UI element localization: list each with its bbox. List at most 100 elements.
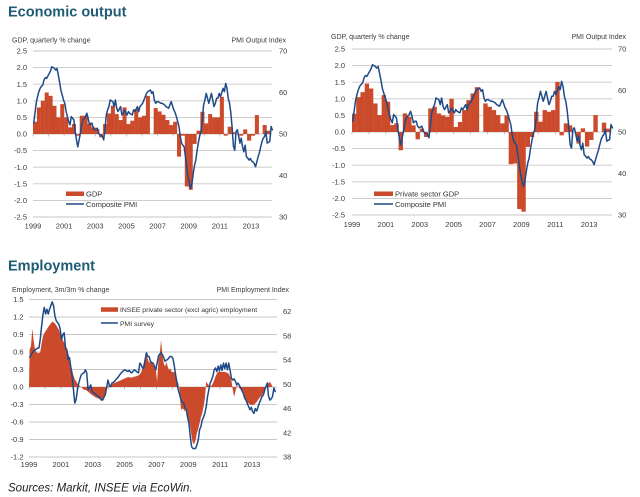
- y-tick-label: -2.5: [14, 213, 27, 222]
- gdp-bar: [231, 132, 236, 134]
- composite-pmi-line: [32, 66, 274, 190]
- gdp-bar: [122, 107, 127, 134]
- x-tick-label: 2005: [445, 220, 462, 229]
- x-tick-label: 2001: [53, 460, 70, 469]
- x-tick-label: 1999: [344, 220, 361, 229]
- y-tick-label: 0.5: [335, 111, 345, 120]
- private-sector-gdp-bar: [521, 132, 526, 212]
- private-sector-gdp-bar: [542, 110, 547, 132]
- legend-swatch-private-sector-gdp: [374, 191, 393, 196]
- x-tick-label: 2007: [149, 222, 166, 231]
- private-sector-gdp-bar: [356, 97, 361, 132]
- y-tick-label: 1.5: [335, 78, 345, 87]
- section-title-economic-output: Economic output: [8, 5, 127, 21]
- section-title-employment: Employment: [8, 259, 95, 275]
- private-sector-gdp-bar: [491, 110, 497, 132]
- gdp-bar: [130, 120, 135, 134]
- y2-tick-label: 30: [279, 213, 287, 222]
- legend-label-pmi-survey: PMI survey: [120, 321, 155, 328]
- y2-tick-label: 40: [279, 171, 287, 180]
- private-sector-gdp-bar: [504, 115, 509, 132]
- y-tick-label: 0.9: [13, 330, 23, 339]
- private-sector-gdp-bar: [407, 116, 412, 132]
- y2-tick-label: 40: [618, 169, 626, 178]
- gdp-bar: [215, 117, 220, 134]
- line-series: [32, 66, 274, 190]
- y-tick-label: -1.5: [332, 177, 345, 186]
- y-tick-label: 2.5: [17, 47, 27, 56]
- gdp-bar: [173, 121, 178, 134]
- chart-private-gdp-composite-pmi: 2.5 2.0 1.5 1.0 0.5 0.0 -0.5 -1.0 -1.5 -2.0 -2.5 70…: [331, 34, 626, 229]
- x-tick-label: 2011: [212, 460, 228, 469]
- x-tick-label: 2009: [180, 222, 197, 231]
- private-sector-gdp-bar: [390, 125, 395, 132]
- gdp-bar: [165, 120, 170, 134]
- private-sector-gdp-bar: [555, 81, 560, 132]
- line-series: [28, 301, 276, 450]
- y-tick-label: 1.5: [17, 80, 27, 89]
- private-sector-gdp-bar: [440, 115, 446, 132]
- private-sector-gdp-bar: [593, 115, 598, 132]
- y-tick-label: 0.3: [13, 365, 23, 374]
- gdp-bar: [95, 129, 100, 134]
- private-sector-gdp-bar: [474, 87, 480, 132]
- gdp-bar: [106, 113, 111, 134]
- gdp-bar: [208, 114, 213, 134]
- private-sector-gdp-bar: [364, 83, 370, 132]
- y-tick-label: -0.5: [14, 146, 27, 155]
- insee-private-sector-excl-agric-employment-area: [29, 321, 274, 444]
- private-sector-gdp-bar: [483, 103, 488, 132]
- y2-tick-label: 70: [618, 45, 626, 54]
- gdp-bar: [180, 134, 185, 136]
- chart-employment-pmi: 1.5 1.2 0.9 0.6 0.3 0.0 -0.3 -0.6 -0.9 -1.2 62 58 54…: [11, 287, 292, 469]
- legend-label-composite-pmi: Composite PMI: [86, 200, 137, 209]
- y-tick-label: 1.0: [335, 94, 345, 103]
- left-axis-title: GDP, quarterly % change: [331, 34, 410, 41]
- y2-tick-label: 50: [618, 128, 626, 137]
- y-tick-label: -1.2: [11, 453, 24, 462]
- legend-label-gdp: GDP: [86, 190, 102, 199]
- gdp-bar: [68, 127, 73, 134]
- y2-tick-label: 60: [279, 88, 287, 97]
- private-sector-gdp-bar: [529, 132, 535, 137]
- x-tick-label: 2007: [148, 460, 165, 469]
- x-tick-label: 2011: [547, 220, 563, 229]
- y-tick-label: 0.5: [17, 113, 27, 122]
- x-tick-label: 2011: [212, 222, 228, 231]
- y2-tick-label: 62: [283, 307, 291, 316]
- gdp-bar: [177, 134, 182, 157]
- x-tick-label: 1999: [25, 222, 42, 231]
- y-tick-label: 1.0: [17, 96, 27, 105]
- gdp-bar: [134, 109, 139, 134]
- y2-tick-label: 30: [618, 211, 626, 220]
- sources-note: Sources: Markit, INSEE via EcoWin.: [8, 483, 193, 495]
- gdp-bar: [227, 126, 232, 134]
- y-tick-label: -1.5: [14, 179, 27, 188]
- left-axis-title: Employment, 3m/3m % change: [12, 287, 109, 294]
- gdp-bar: [184, 134, 189, 187]
- y-tick-label: 1.2: [13, 313, 23, 322]
- axis-labels: 2.5 2.0 1.5 1.0 0.5 0.0 -0.5 -1.0 -1.5 -2.0 -2.5 70…: [332, 45, 626, 229]
- private-sector-gdp-bar: [445, 116, 450, 132]
- x-tick-label: 2009: [513, 220, 530, 229]
- right-axis-title: PMI Employment Index: [217, 287, 290, 294]
- legend-label-composite-pmi: Composite PMI: [395, 200, 446, 209]
- gdp-bar: [56, 117, 61, 134]
- gdp-bar: [33, 121, 38, 134]
- y-tick-label: 2.0: [17, 63, 27, 72]
- private-sector-gdp-bar: [466, 100, 471, 132]
- legend-swatch-insee-employment: [101, 307, 118, 312]
- private-sector-gdp-bar: [559, 132, 564, 136]
- gdp-bar: [196, 130, 201, 134]
- gdp-bar: [254, 115, 259, 134]
- private-sector-gdp-bar: [462, 110, 467, 132]
- right-axis-title: PMI Output Index: [572, 34, 627, 41]
- legend-swatch-gdp: [66, 191, 84, 196]
- gdp-bar: [48, 95, 53, 134]
- x-tick-label: 1999: [21, 460, 38, 469]
- private-sector-gdp-bar: [432, 106, 437, 132]
- x-tick-label: 2013: [243, 222, 260, 231]
- gdp-bar: [223, 134, 228, 136]
- legend: GDP Composite PMI: [66, 190, 137, 209]
- y-tick-label: -2.0: [14, 196, 27, 205]
